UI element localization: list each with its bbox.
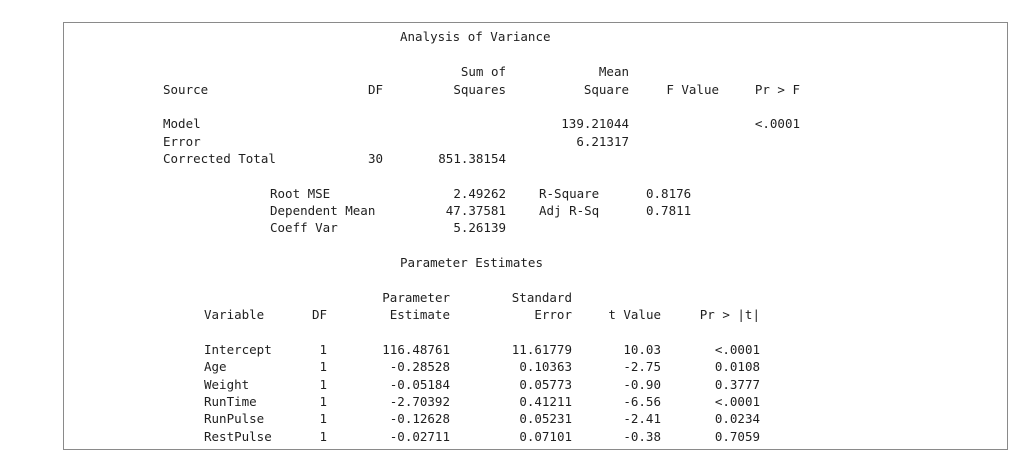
- params-row-variable: RunPulse: [204, 411, 265, 426]
- fit-rsq-value: 0.8176: [646, 186, 692, 201]
- params-row-se: 0.05773: [519, 377, 572, 392]
- fit-adjrsq-label: Adj R-Sq: [539, 203, 600, 218]
- params-row-se: 0.10363: [519, 359, 572, 374]
- params-row-t: -6.56: [623, 394, 661, 409]
- anova-row-source: Corrected Total: [163, 151, 276, 166]
- params-header-p: Pr > |t|: [699, 307, 760, 322]
- fit-adjrsq-value: 0.7811: [646, 203, 692, 218]
- params-row-df: 1: [319, 342, 327, 357]
- fit-dep-mean-label: Dependent Mean: [270, 203, 376, 218]
- params-row-df: 1: [319, 394, 327, 409]
- params-row-p: 0.0234: [714, 411, 760, 426]
- anova-row-ms: 139.21044: [561, 116, 629, 131]
- params-row-p: 0.0108: [714, 359, 760, 374]
- params-row-p: 0.3777: [714, 377, 760, 392]
- fit-coeff-var-label: Coeff Var: [270, 220, 338, 235]
- params-row-se: 11.61779: [511, 342, 572, 357]
- fit-dep-mean-value: 47.37581: [445, 203, 506, 218]
- params-header-est-2: Estimate: [389, 307, 450, 322]
- anova-header-ms-1: Mean: [598, 64, 629, 79]
- anova-header-ss-2: Squares: [453, 82, 506, 97]
- params-row-variable: RestPulse: [204, 429, 272, 444]
- params-row-estimate: -0.12628: [389, 411, 450, 426]
- params-row-t: -2.41: [623, 411, 661, 426]
- fit-root-mse-value: 2.49262: [453, 186, 506, 201]
- fit-rsq-label: R-Square: [539, 186, 600, 201]
- anova-header-df: DF: [367, 82, 383, 97]
- params-row-estimate: -0.05184: [389, 377, 450, 392]
- anova-row-ms: 6.21317: [576, 134, 629, 149]
- params-row-df: 1: [319, 429, 327, 444]
- anova-header-fvalue: F Value: [666, 82, 719, 97]
- params-header-variable: Variable: [204, 307, 265, 322]
- params-header-se-1: Standard: [511, 290, 572, 305]
- params-row-df: 1: [319, 377, 327, 392]
- params-row-variable: Age: [204, 359, 227, 374]
- params-title: Parameter Estimates: [400, 255, 543, 270]
- params-row-estimate: 116.48761: [382, 342, 450, 357]
- params-row-se: 0.41211: [519, 394, 572, 409]
- output-frame: [63, 22, 1008, 450]
- params-header-t: t Value: [608, 307, 661, 322]
- params-row-p: <.0001: [714, 342, 760, 357]
- anova-row-source: Model: [163, 116, 201, 131]
- params-row-df: 1: [319, 411, 327, 426]
- params-row-estimate: -2.70392: [389, 394, 450, 409]
- params-header-se-2: Error: [534, 307, 572, 322]
- params-row-estimate: -0.28528: [389, 359, 450, 374]
- params-row-df: 1: [319, 359, 327, 374]
- anova-row-ss: 851.38154: [438, 151, 506, 166]
- params-row-t: -0.90: [623, 377, 661, 392]
- anova-header-source: Source: [163, 82, 209, 97]
- anova-title: Analysis of Variance: [400, 29, 551, 44]
- params-row-p: 0.7059: [714, 429, 760, 444]
- anova-row-p: <.0001: [754, 116, 800, 131]
- params-header-est-1: Parameter: [382, 290, 450, 305]
- params-header-df: DF: [311, 307, 327, 322]
- anova-header-prf: Pr > F: [754, 82, 800, 97]
- anova-header-ms-2: Square: [583, 82, 629, 97]
- params-row-variable: Intercept: [204, 342, 272, 357]
- params-row-t: -0.38: [623, 429, 661, 444]
- params-row-variable: RunTime: [204, 394, 257, 409]
- anova-row-source: Error: [163, 134, 201, 149]
- anova-header-ss-1: Sum of: [460, 64, 506, 79]
- params-row-variable: Weight: [204, 377, 250, 392]
- params-row-t: -2.75: [623, 359, 661, 374]
- fit-root-mse-label: Root MSE: [270, 186, 331, 201]
- params-row-se: 0.05231: [519, 411, 572, 426]
- fit-coeff-var-value: 5.26139: [453, 220, 506, 235]
- params-row-p: <.0001: [714, 394, 760, 409]
- params-row-t: 10.03: [623, 342, 661, 357]
- anova-row-df: 30: [367, 151, 383, 166]
- params-row-estimate: -0.02711: [389, 429, 450, 444]
- params-row-se: 0.07101: [519, 429, 572, 444]
